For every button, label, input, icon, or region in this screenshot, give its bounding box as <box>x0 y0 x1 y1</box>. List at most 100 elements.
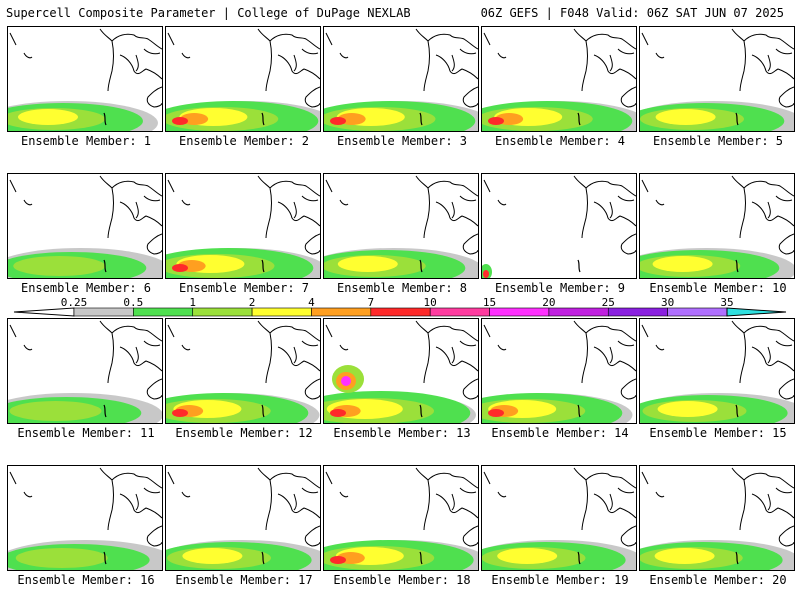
ensemble-member-map <box>7 318 163 424</box>
ensemble-member-map <box>323 465 479 571</box>
colorbar-tick-label: 10 <box>423 296 437 309</box>
ensemble-member-label: Ensemble Member: 2 <box>178 134 310 148</box>
ensemble-member-map <box>165 318 321 424</box>
scp-contour-high <box>483 270 489 278</box>
ensemble-member-map <box>639 26 795 132</box>
ensemble-member-map <box>481 26 637 132</box>
map-canvas <box>166 320 320 423</box>
ensemble-member-map <box>639 318 795 424</box>
run-valid-time: 06Z GEFS | F048 Valid: 06Z SAT JUN 07 20… <box>480 6 784 20</box>
scp-contour-7 <box>172 117 188 125</box>
scp-contour-7 <box>488 117 504 125</box>
map-canvas <box>166 175 320 278</box>
colorbar-swatch <box>73 307 134 317</box>
scp-contour-2 <box>497 548 558 564</box>
map-canvas <box>324 28 478 131</box>
scp-contour-20-core <box>341 376 351 386</box>
ensemble-member-label: Ensemble Member: 20 <box>649 573 787 587</box>
colorbar-swatch <box>311 307 372 317</box>
map-canvas <box>640 467 794 570</box>
ensemble-member-map <box>481 173 637 279</box>
map-canvas <box>482 320 636 423</box>
ensemble-member-label: Ensemble Member: 19 <box>491 573 629 587</box>
ensemble-member-label: Ensemble Member: 11 <box>17 426 155 440</box>
colorbar-swatch <box>133 307 194 317</box>
ensemble-member-label: Ensemble Member: 17 <box>175 573 313 587</box>
ensemble-member-map <box>323 26 479 132</box>
ensemble-member-label: Ensemble Member: 1 <box>20 134 152 148</box>
colorbar-tick-label: 0.5 <box>123 296 144 309</box>
map-canvas <box>324 320 478 423</box>
colorbar-tick-label: 35 <box>720 296 734 309</box>
colorbar-swatch <box>607 307 668 317</box>
ensemble-member-map <box>481 318 637 424</box>
colorbar-tick-label: 1 <box>189 296 197 309</box>
ensemble-member-label: Ensemble Member: 16 <box>17 573 155 587</box>
ensemble-member-label: Ensemble Member: 9 <box>494 281 626 295</box>
ensemble-member-label: Ensemble Member: 10 <box>649 281 787 295</box>
colorbar-tick-label: 0.25 <box>60 296 88 309</box>
scp-contour-2 <box>18 109 78 125</box>
map-canvas <box>324 467 478 570</box>
map-canvas <box>482 175 636 278</box>
map-canvas <box>8 467 162 570</box>
colorbar-tick-label: 4 <box>308 296 315 309</box>
colorbar-swatch <box>251 307 312 317</box>
colorbar-max-arrow <box>726 307 787 317</box>
ensemble-member-map <box>7 26 163 132</box>
map-canvas <box>482 28 636 131</box>
ensemble-member-map <box>639 173 795 279</box>
ensemble-member-label: Ensemble Member: 5 <box>652 134 784 148</box>
colorbar-swatch <box>489 307 550 317</box>
ensemble-member-label: Ensemble Member: 14 <box>491 426 629 440</box>
map-canvas <box>8 320 162 423</box>
colorbar-tick-label: 2 <box>248 296 256 309</box>
map-canvas <box>640 320 794 423</box>
map-title: Supercell Composite Parameter | College … <box>6 6 411 20</box>
colorbar-tick-label: 7 <box>367 296 375 309</box>
ensemble-member-label: Ensemble Member: 13 <box>333 426 471 440</box>
scp-contour-2 <box>657 401 718 417</box>
map-canvas <box>166 467 320 570</box>
map-canvas <box>8 175 162 278</box>
scp-contour-2 <box>655 109 716 125</box>
ensemble-member-label: Ensemble Member: 6 <box>20 281 152 295</box>
map-canvas <box>640 28 794 131</box>
ensemble-member-map <box>481 465 637 571</box>
ensemble-member-label: Ensemble Member: 3 <box>336 134 468 148</box>
ensemble-member-map <box>7 173 163 279</box>
scp-contour-1 <box>13 256 106 276</box>
colorbar-swatch <box>192 307 253 317</box>
scp-contour-7 <box>330 117 346 125</box>
colorbar-swatch <box>370 307 431 317</box>
colorbar-min-arrow <box>13 307 75 317</box>
colorbar-tick-label: 15 <box>482 296 497 309</box>
scp-contour-7 <box>172 264 188 272</box>
colorbar-swatch <box>429 307 490 317</box>
colorbar-swatch <box>667 307 728 317</box>
scp-contour-7 <box>488 409 504 417</box>
ensemble-member-map <box>165 26 321 132</box>
scp-contour-1 <box>9 401 102 421</box>
ensemble-member-label: Ensemble Member: 7 <box>178 281 310 295</box>
ensemble-member-map <box>165 173 321 279</box>
ensemble-member-label: Ensemble Member: 18 <box>333 573 471 587</box>
ensemble-member-map <box>7 465 163 571</box>
colorbar-swatch <box>548 307 609 317</box>
scp-contour-2 <box>182 548 243 564</box>
map-canvas <box>482 467 636 570</box>
ensemble-member-label: Ensemble Member: 12 <box>175 426 313 440</box>
ensemble-member-map <box>323 318 479 424</box>
ensemble-member-label: Ensemble Member: 15 <box>649 426 787 440</box>
scp-contour-2 <box>652 256 713 272</box>
ensemble-member-label: Ensemble Member: 8 <box>336 281 468 295</box>
ensemble-member-map <box>323 173 479 279</box>
colorbar-tick-label: 25 <box>601 296 615 309</box>
scp-contour-2 <box>654 548 715 564</box>
map-canvas <box>324 175 478 278</box>
ensemble-member-map <box>639 465 795 571</box>
map-canvas <box>166 28 320 131</box>
ensemble-member-map <box>165 465 321 571</box>
scp-contour-2 <box>337 256 398 272</box>
scp-contour-1 <box>15 548 108 568</box>
